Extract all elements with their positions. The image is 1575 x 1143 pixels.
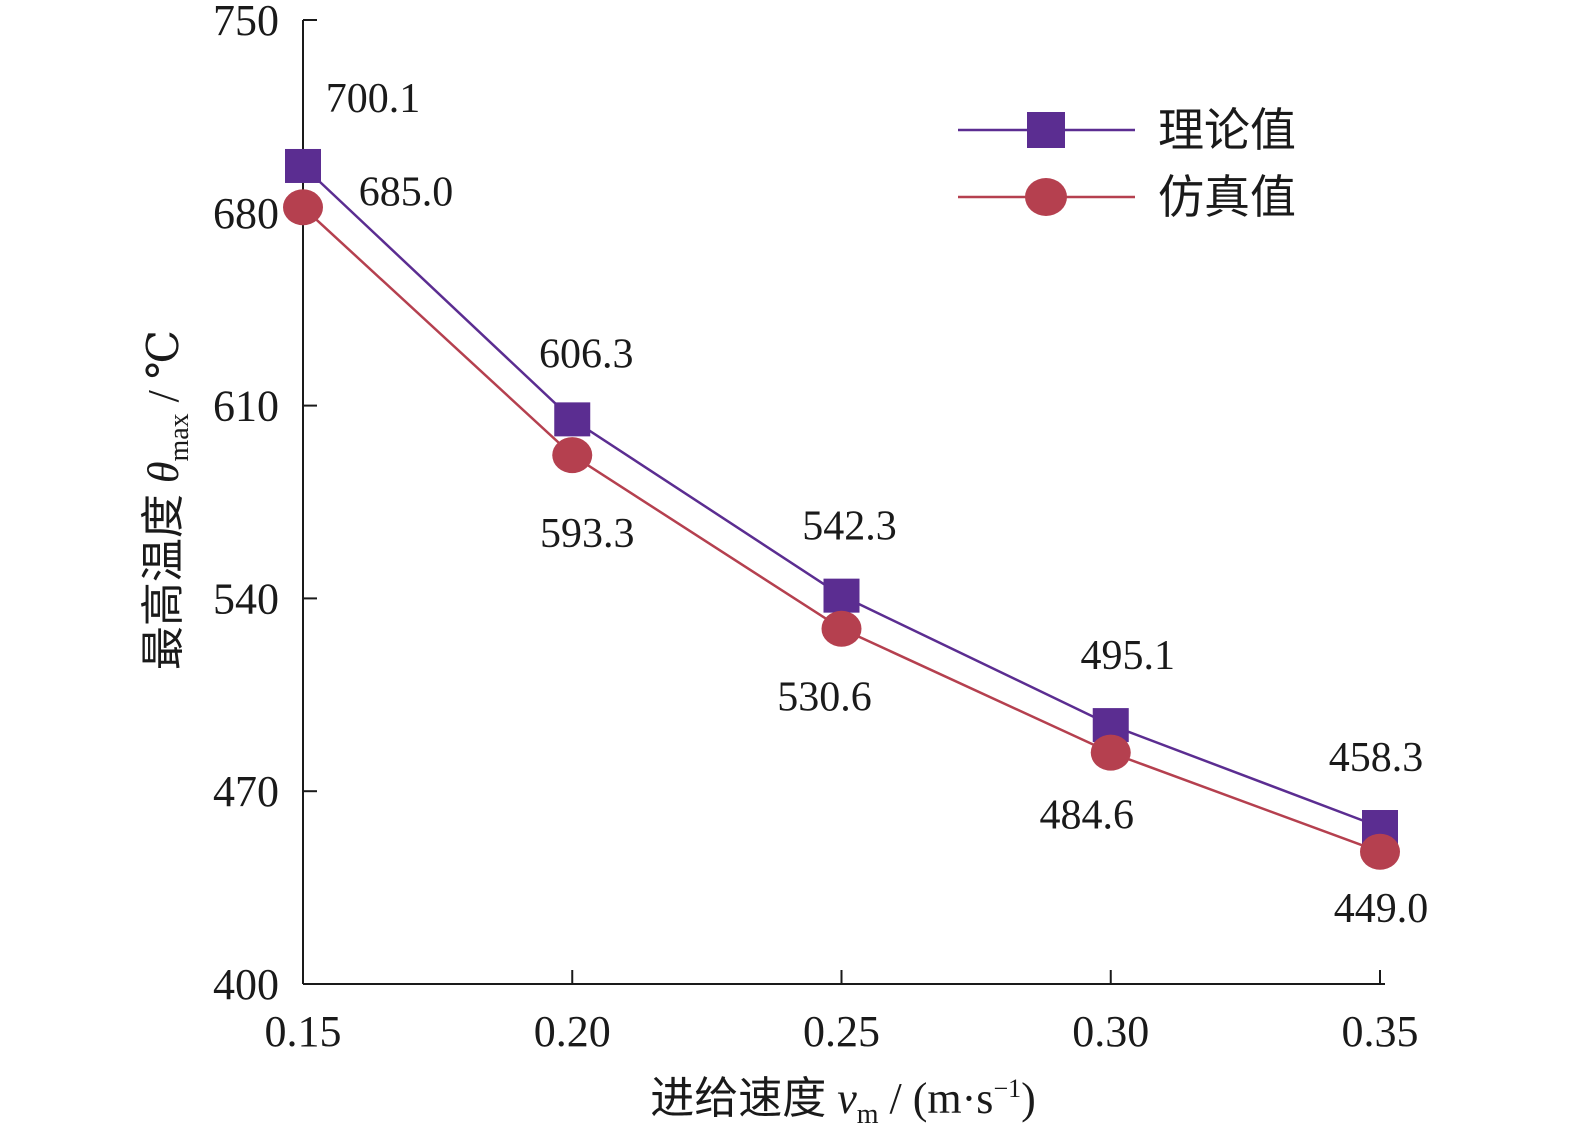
y-axis-title-unit: / ℃	[139, 330, 188, 413]
x-tick-label: 0.30	[1072, 1007, 1149, 1056]
x-axis-title-sub: m	[857, 1099, 879, 1130]
y-tick-label: 750	[213, 0, 279, 45]
data-label-theory: 458.3	[1329, 735, 1424, 781]
legend: 理论值 仿真值	[958, 105, 1296, 223]
data-label-simulation: 685.0	[359, 169, 454, 215]
y-axis: 400 470 540 610 680 750	[213, 0, 317, 1009]
data-label-simulation: 593.3	[540, 511, 635, 557]
data-label-theory: 606.3	[539, 331, 634, 377]
data-label-simulation: 484.6	[1040, 793, 1135, 839]
data-point-circle	[552, 437, 593, 474]
y-tick-label: 610	[213, 382, 279, 431]
legend-marker-simulation	[1025, 178, 1067, 216]
y-tick-label: 540	[213, 574, 279, 623]
x-axis-title-unit: / (m·s	[879, 1074, 994, 1123]
y-axis-title: 最高温度 θmax / ℃	[139, 330, 195, 670]
x-axis-title-sup: −1	[993, 1074, 1021, 1103]
data-label-simulation: 530.6	[777, 675, 872, 721]
legend-item-simulation: 仿真值	[958, 172, 1296, 223]
data-point-circle	[1090, 734, 1131, 771]
x-tick-label: 0.25	[803, 1007, 880, 1056]
x-axis-title-close: )	[1021, 1074, 1036, 1123]
x-axis-title: 进给速度 vm / (m·s−1)	[650, 1074, 1036, 1130]
y-tick-label: 400	[213, 960, 279, 1009]
data-point-square	[285, 148, 321, 183]
x-axis-title-main: 进给速度	[650, 1074, 837, 1123]
data-label-simulation: 449.0	[1334, 886, 1429, 932]
data-labels-layer: 700.1 606.3 542.3 495.1 458.3 685.0 593.3 530.6…	[326, 76, 1429, 932]
data-label-theory: 700.1	[326, 76, 421, 122]
x-tick-label: 0.20	[534, 1007, 611, 1056]
data-point-circle	[283, 189, 323, 226]
y-tick-label: 680	[213, 189, 279, 238]
legend-marker-theory	[1027, 112, 1065, 148]
data-point-circle	[1360, 833, 1400, 870]
y-axis-title-sub: max	[164, 413, 195, 461]
y-tick-label: 470	[213, 767, 279, 816]
y-axis-title-main: 最高温度	[139, 483, 188, 670]
data-label-theory: 495.1	[1081, 633, 1176, 679]
data-point-circle	[821, 610, 862, 647]
data-point-square	[823, 578, 860, 613]
data-point-square	[554, 402, 591, 437]
legend-label-simulation: 仿真值	[1158, 172, 1296, 223]
x-tick-label: 0.35	[1342, 1007, 1419, 1056]
series-line-0	[302, 165, 1381, 829]
x-axis: 0.15 0.20 0.25 0.30 0.35	[265, 970, 1419, 1056]
legend-item-theory: 理论值	[958, 105, 1296, 156]
y-axis-title-var: θ	[139, 462, 188, 484]
legend-label-theory: 理论值	[1158, 105, 1296, 156]
x-tick-label: 0.15	[265, 1007, 342, 1056]
x-axis-title-var: v	[837, 1074, 857, 1123]
data-label-theory: 542.3	[802, 504, 897, 550]
series-layer	[283, 148, 1400, 870]
